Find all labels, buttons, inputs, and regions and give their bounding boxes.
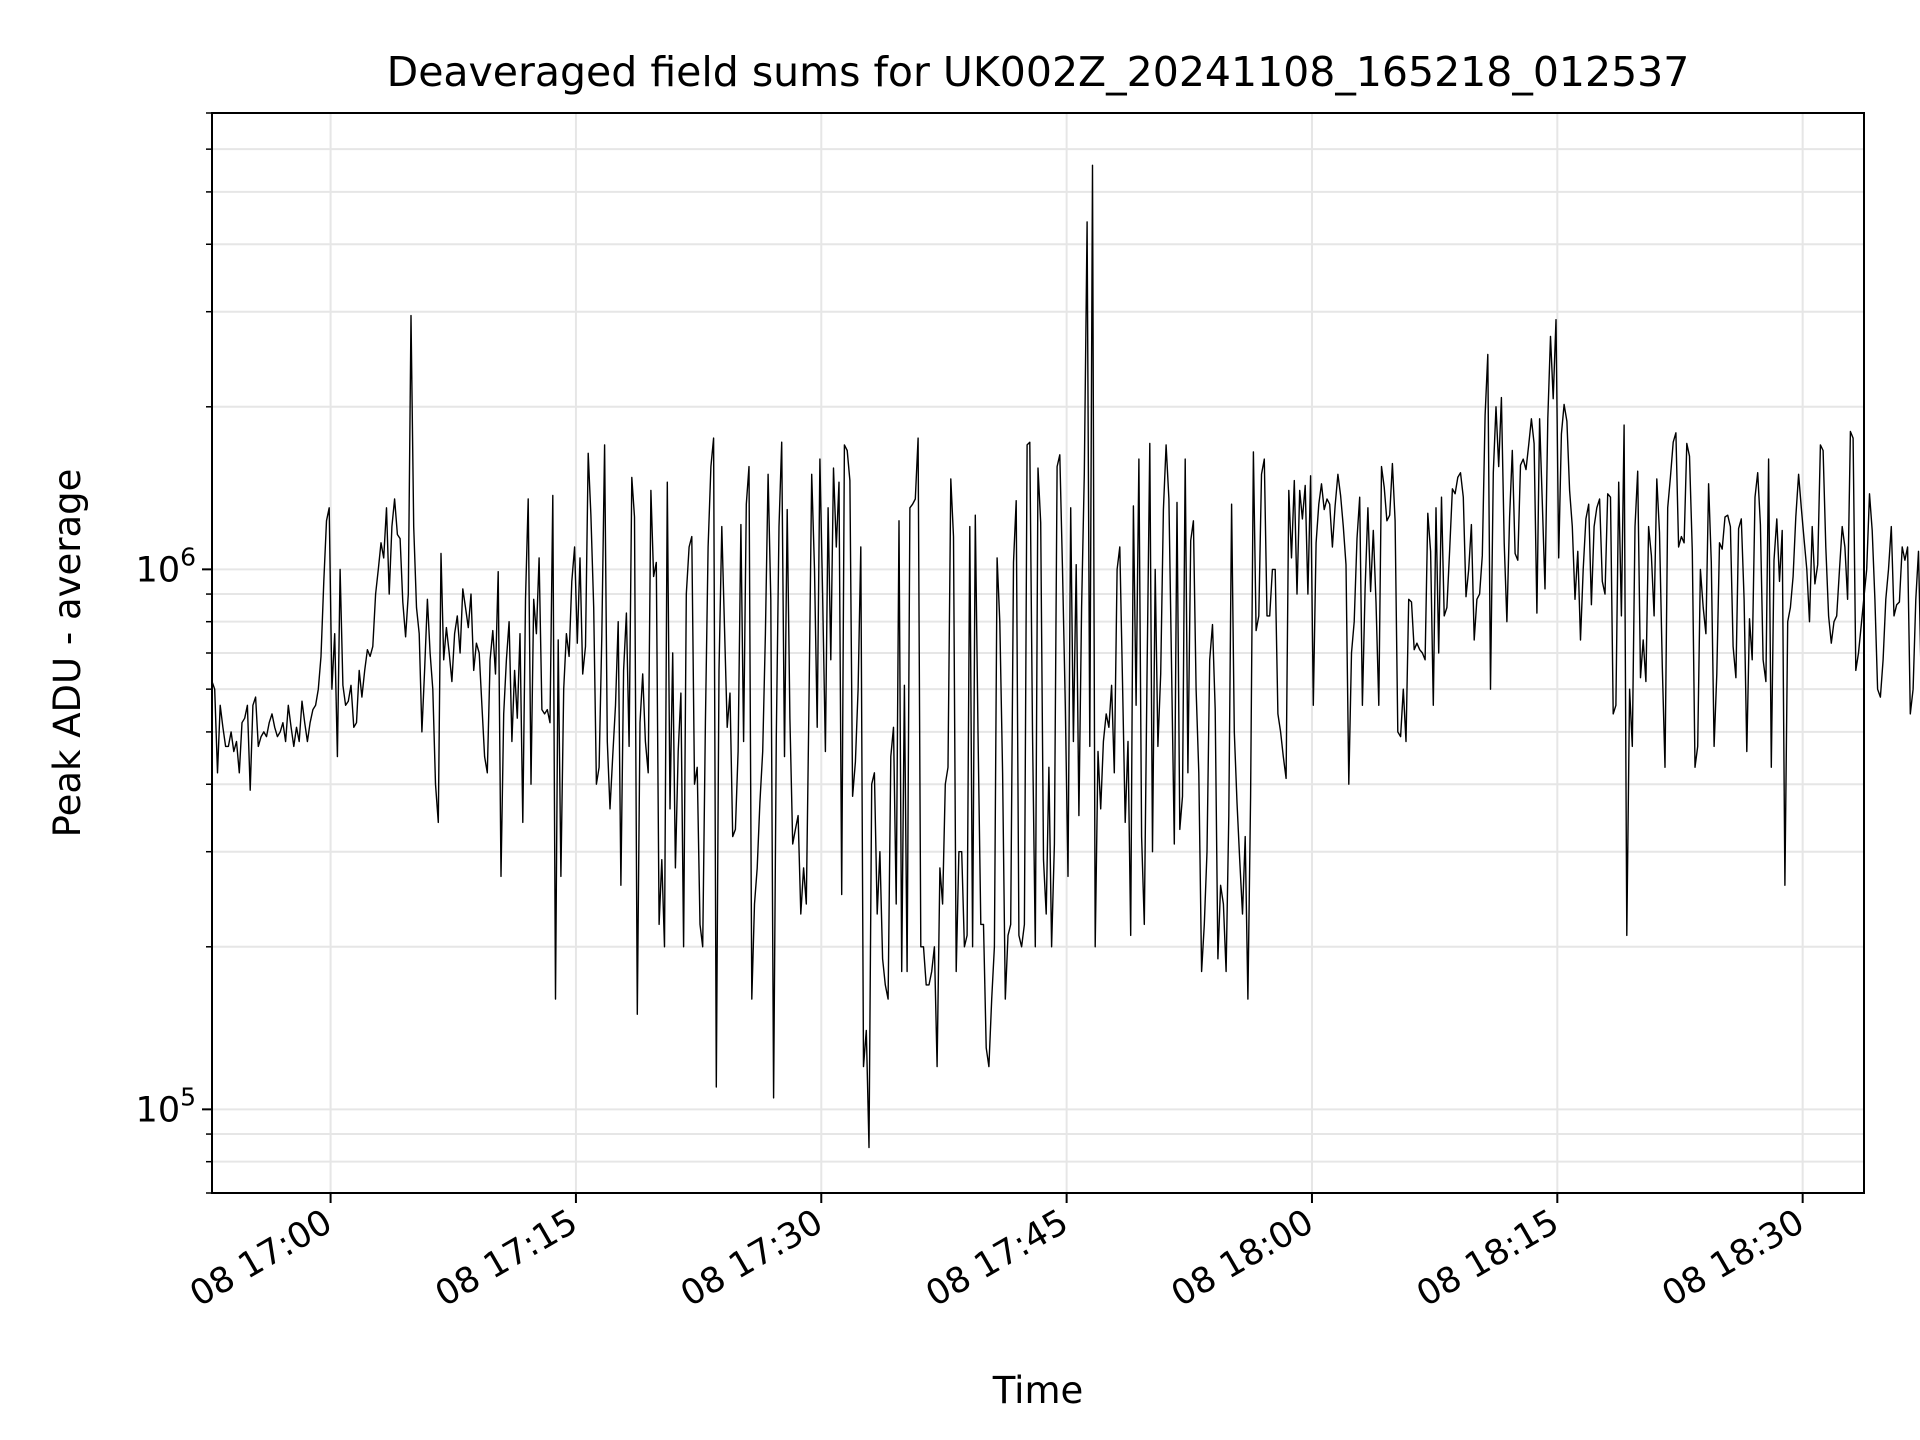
series-line — [211, 164, 1920, 1149]
x-axis-label: Time — [992, 1369, 1084, 1412]
y-tick-label: 105 — [136, 1082, 196, 1130]
y-axis-label: Peak ADU - average — [46, 469, 89, 838]
y-tick-label: 106 — [136, 542, 196, 590]
data-series — [211, 164, 1920, 1149]
chart-title: Deaveraged field sums for UK002Z_2024110… — [387, 48, 1690, 96]
